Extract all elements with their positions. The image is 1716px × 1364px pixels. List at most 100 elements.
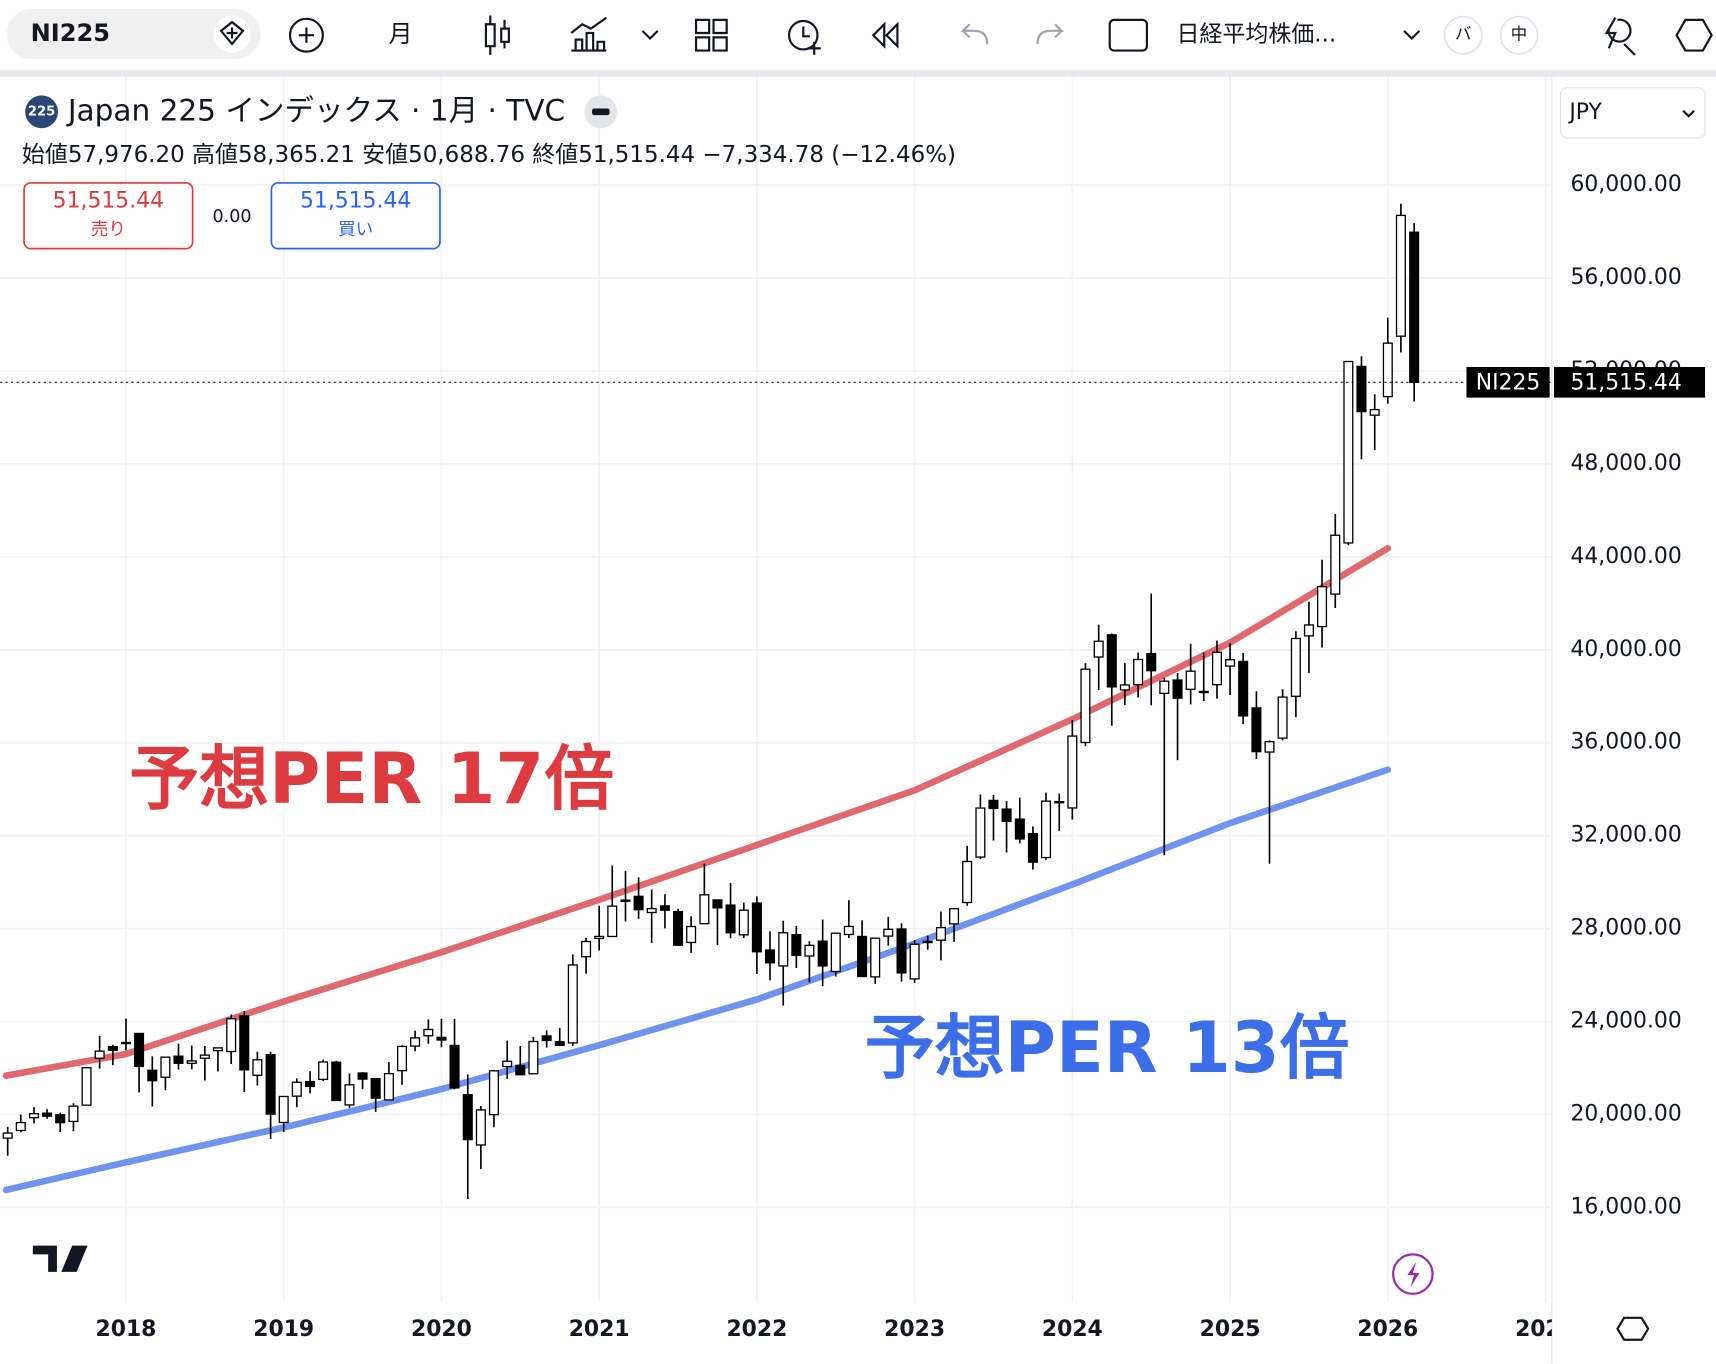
currency-select[interactable] [1560,87,1706,139]
candle-body [1067,735,1078,809]
alert-icon[interactable] [787,19,819,51]
candle-body [15,1121,26,1132]
chevron[interactable] [1682,109,1695,118]
candle-body [988,799,999,810]
candle-body [344,1084,355,1106]
chevron[interactable] [641,30,659,41]
y-tick-label: 36,000.00 [1570,730,1681,755]
toolbar [0,0,1716,73]
symbol-box[interactable] [6,8,261,60]
y-tick-label: 56,000.00 [1570,265,1681,290]
candle-body [791,934,802,957]
candle-body [1133,658,1144,686]
interval[interactable]: 月 [389,20,413,48]
candle-body [2,1132,13,1139]
sell-label[interactable]: 売り [91,220,126,240]
candle-body [1316,586,1328,628]
candle-body [909,943,920,980]
buy-price[interactable]: 51,515.44 [300,189,411,214]
x-tick-label: 2020 [411,1317,472,1342]
candle-body [120,1041,132,1045]
candle-body [81,1067,92,1106]
candle-body [1356,365,1367,413]
x-tick-label: 2025 [1200,1317,1261,1342]
candle-body [107,1046,118,1051]
candle-body [331,1061,342,1102]
candle-body [396,1045,408,1072]
candle-body [843,925,854,936]
replay-icon[interactable] [871,21,899,49]
x-tick-label: 2018 [96,1317,157,1342]
plus [298,27,315,43]
per-line [2,766,1392,1194]
per-label: 予想PER 17倍 [129,738,614,820]
candle-body [160,1056,171,1078]
spread: 0.00 [213,207,252,227]
quick-search-icon[interactable] [1604,17,1636,56]
candle-body [1225,659,1236,667]
layout-button[interactable] [1108,18,1149,52]
candle-body [620,899,631,902]
candle-body [883,928,894,937]
candle-body [1054,801,1065,804]
grid: 16,000.00 20,000.00 24,000.00 28,000.00 32,0… [0,76,1682,1303]
settings-icon[interactable] [1675,18,1713,52]
price-tag-label: 51,515.44 [1570,370,1681,395]
candle-body [949,908,960,925]
candle-body [186,1060,197,1064]
candle-body [804,944,815,957]
symbol-logo-text: 225 [28,104,55,119]
candle-body [1303,624,1314,637]
symbol[interactable]: NI225 [31,19,110,47]
symbol-tag [1466,366,1550,398]
candle-body [830,932,841,973]
chu-button[interactable] [1499,15,1539,55]
layout-icon[interactable] [694,18,728,52]
index-name[interactable]: 日経平均株価... [1176,22,1336,48]
x-tick-label: 2023 [884,1317,945,1342]
compare-icon[interactable] [288,17,324,53]
y-tick-label: 44,000.00 [1570,544,1681,569]
chart-title: Japan 225 インデックス · 1月 · TVC [66,93,565,127]
per-label: 予想PER 13倍 [865,1007,1350,1089]
ba-button[interactable] [1443,15,1483,55]
sell-price[interactable]: 51,515.44 [53,189,164,214]
axis-settings[interactable] [1616,1316,1650,1341]
chu-label[interactable]: 中 [1511,25,1527,44]
candle-body [1093,640,1104,658]
collapse-icon [592,108,610,116]
x-tick-label: 2026 [1357,1317,1418,1342]
candle-body [173,1055,184,1064]
sell-button[interactable] [23,182,194,250]
candle-body [633,895,644,911]
candle-icon[interactable] [484,15,510,55]
toolbar-divider [0,70,1716,77]
candle-body [646,907,657,914]
candle-body [55,1114,66,1124]
y-tick-label: 24,000.00 [1570,1009,1681,1034]
candle-body [1251,707,1262,753]
candle-body [1211,651,1223,686]
buy-label[interactable]: 買い [338,220,373,240]
candle-body [686,925,697,944]
candle-body [1080,668,1091,744]
candle-body [554,1041,565,1046]
y-tick-label: 16,000.00 [1570,1194,1681,1219]
currency[interactable]: JPY [1567,100,1602,125]
candle-body [528,1040,539,1075]
undo-icon[interactable] [960,23,989,45]
candle-body [423,1028,434,1037]
ba-label[interactable]: バ [1455,25,1471,44]
redo-icon[interactable] [1036,23,1065,45]
candle-body [28,1113,40,1119]
indicator-icon[interactable] [570,16,607,52]
x-tick-label: 2019 [253,1317,314,1342]
chevron[interactable] [1403,30,1421,41]
candle-body [1395,214,1406,337]
candle-body [357,1072,368,1080]
candle-body [1382,342,1393,398]
y-tick-label: 40,000.00 [1570,637,1681,662]
candle-body [672,910,684,946]
buy-button[interactable] [270,182,441,250]
